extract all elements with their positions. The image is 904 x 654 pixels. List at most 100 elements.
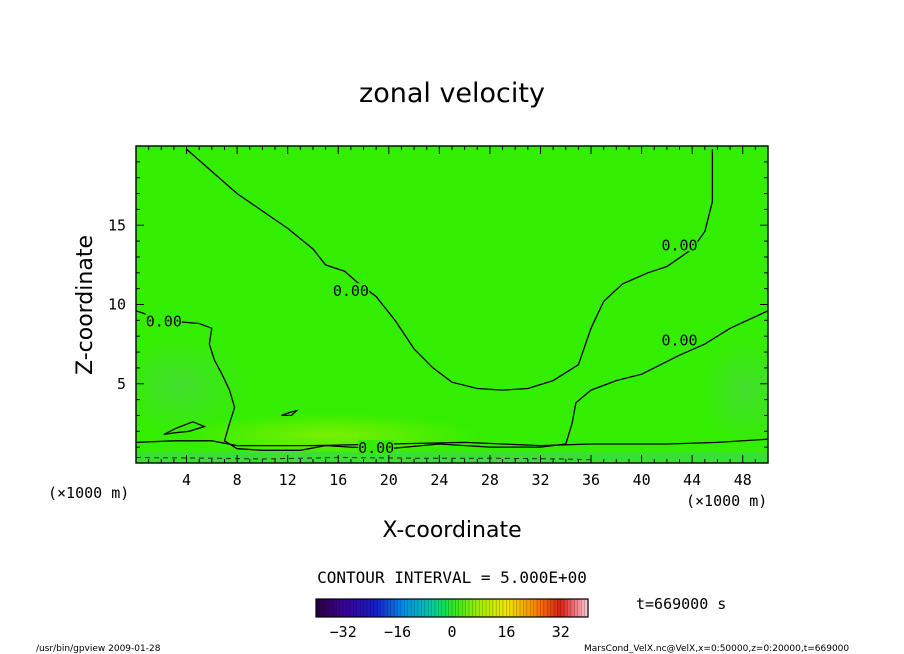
colorbar-cell [564,599,568,617]
colorbar-cell [360,599,364,617]
field-fill [136,146,768,463]
colorbar-cell [547,599,551,617]
colorbar-cell [421,599,426,617]
colorbar-cell [537,599,541,617]
colorbar-cell [540,599,545,617]
colorbar-cell [560,599,565,617]
colorbar-cell [455,599,460,617]
colorbar-cell [401,599,405,617]
colorbar-cell [509,599,514,617]
colorbar-cell [458,599,463,617]
plot-area: 0.00 0.00 0.00 0.00 0.00 [136,146,768,463]
contour-label-backing-2 [661,237,698,252]
contour-line-2 [136,438,768,447]
colorbar-cell [367,599,371,617]
field-low-region-right [700,335,768,445]
colorbar-cell [428,599,432,617]
colorbar-cell [414,599,419,617]
colorbar-cell [397,599,402,617]
colorbar-cell [482,599,487,617]
x-tick-label: 40 [633,471,651,489]
footer-right: MarsCond_VelX.nc@VelX,x=0:50000,z=0:2000… [584,644,849,654]
x-tick-label: 28 [481,471,499,489]
contour-label-2: 0.00 [661,236,697,254]
colorbar-cell [452,599,456,617]
x-tick-label: 32 [531,471,549,489]
colorbar-cell [394,599,398,617]
colorbar-cell [339,599,344,617]
colorbar-cell [424,599,429,617]
footer-left: /usr/bin/gpview 2009-01-28 [36,644,161,654]
colorbar-cell [533,599,538,617]
colorbar-cell [496,599,500,617]
colorbar-tick-label: −32 [330,623,357,641]
contour-label-1: 0.00 [146,312,182,330]
colorbar-cell [503,599,507,617]
x-tick-label: 44 [683,471,701,489]
colorbar-cell [418,599,422,617]
contour-label-0: 0.00 [333,282,369,300]
colorbar-cell [353,599,358,617]
colorbar-cell [567,599,572,617]
x-unit-left: (×1000 m) [48,484,129,502]
y-tick-label: 15 [108,216,126,234]
colorbar-tick-label: 0 [447,623,456,641]
colorbar-cell [557,599,562,617]
colorbar-cell [530,599,534,617]
field-low-region [136,335,250,435]
contour-label-3: 0.00 [661,331,697,349]
x-tick-label: 48 [734,471,752,489]
x-tick-label: 4 [182,471,191,489]
colorbar-cell [492,599,497,617]
colorbar-tick-label: 32 [552,623,570,641]
colorbar-cell [336,599,341,617]
colorbar-cell [329,599,334,617]
colorbar-tick-label: 16 [497,623,515,641]
colorbar-cell [479,599,483,617]
field-bottom-band [136,452,768,463]
contour-line-3 [163,421,207,436]
colorbar-cell [445,599,449,617]
colorbar-cell [350,599,354,617]
colorbar-cell [377,599,381,617]
colorbar-cell [574,599,579,617]
colorbar-cell [469,599,473,617]
colorbar-cell [411,599,415,617]
contour-interval-text: CONTOUR INTERVAL = 5.000E+00 [317,568,587,587]
colorbar-cell [356,599,361,617]
colorbar-cell [526,599,531,617]
x-axis-label: X-coordinate [382,518,521,543]
y-tick-label: 10 [108,296,126,314]
field-high-region [180,413,480,457]
x-tick-label: 12 [279,471,297,489]
y-tick-label: 5 [117,375,126,393]
colorbar [315,598,589,618]
colorbar-frame [315,598,589,618]
colorbar-cell [363,599,368,617]
contour-label-backing-1 [145,313,182,328]
colorbar-cell [333,599,337,617]
x-tick-label: 36 [582,471,600,489]
colorbar-cell [581,599,585,617]
colorbar-cell [370,599,375,617]
colorbar-cell [462,599,466,617]
time-label: t=669000 s [636,595,726,613]
x-tick-label: 20 [380,471,398,489]
colorbar-cell [387,599,392,617]
colorbar-cell [316,599,320,617]
colorbar-cell [571,599,575,617]
y-axis-label: Z-coordinate [73,235,98,375]
colorbar-cell [448,599,453,617]
colorbar-cell [543,599,548,617]
chart-title: zonal velocity [359,78,545,109]
colorbar-cell [322,599,327,617]
colorbar-cell [435,599,439,617]
x-tick-label: 8 [233,471,242,489]
colorbar-cell [523,599,528,617]
x-tick-label: 24 [430,471,448,489]
colorbar-cell [380,599,385,617]
contour-label-backing-4 [358,440,395,455]
colorbar-cell [465,599,470,617]
